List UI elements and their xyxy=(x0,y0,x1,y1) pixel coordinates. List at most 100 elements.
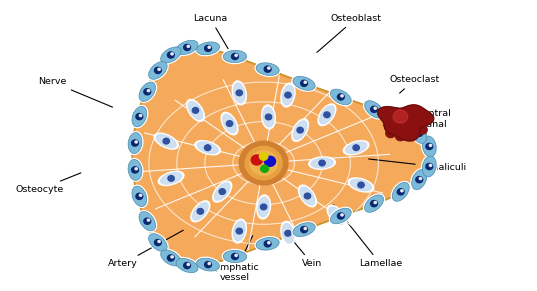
Circle shape xyxy=(158,68,161,70)
Ellipse shape xyxy=(132,186,147,207)
Ellipse shape xyxy=(175,258,199,274)
Text: Osteocyte: Osteocyte xyxy=(16,173,81,194)
Ellipse shape xyxy=(293,77,315,90)
Circle shape xyxy=(358,182,364,188)
Ellipse shape xyxy=(255,62,280,76)
Circle shape xyxy=(147,219,150,221)
Ellipse shape xyxy=(223,114,236,133)
Circle shape xyxy=(135,168,137,170)
Ellipse shape xyxy=(330,207,352,225)
Ellipse shape xyxy=(128,132,142,154)
Circle shape xyxy=(144,218,151,224)
Ellipse shape xyxy=(197,258,220,271)
Circle shape xyxy=(401,190,403,192)
Circle shape xyxy=(135,141,137,143)
Circle shape xyxy=(285,92,291,98)
Circle shape xyxy=(231,54,238,60)
Ellipse shape xyxy=(161,250,181,266)
Circle shape xyxy=(301,80,308,86)
Circle shape xyxy=(265,114,272,120)
Ellipse shape xyxy=(263,107,274,127)
Ellipse shape xyxy=(364,194,384,213)
Circle shape xyxy=(259,153,268,160)
Ellipse shape xyxy=(159,249,182,267)
Ellipse shape xyxy=(320,106,334,124)
Ellipse shape xyxy=(293,223,315,237)
Circle shape xyxy=(144,89,151,95)
Ellipse shape xyxy=(392,112,409,131)
Ellipse shape xyxy=(232,219,246,243)
Circle shape xyxy=(337,213,344,219)
Ellipse shape xyxy=(422,136,436,157)
Circle shape xyxy=(236,90,242,96)
Polygon shape xyxy=(378,105,434,141)
Ellipse shape xyxy=(256,237,279,250)
Circle shape xyxy=(419,131,422,133)
Ellipse shape xyxy=(234,83,245,103)
Circle shape xyxy=(250,151,277,175)
Ellipse shape xyxy=(197,42,220,55)
Circle shape xyxy=(132,140,139,146)
Ellipse shape xyxy=(154,133,178,149)
Ellipse shape xyxy=(132,107,147,127)
Ellipse shape xyxy=(222,249,248,263)
Ellipse shape xyxy=(127,132,143,155)
Ellipse shape xyxy=(221,112,238,135)
Circle shape xyxy=(260,204,267,210)
Ellipse shape xyxy=(175,40,199,55)
Circle shape xyxy=(139,194,142,196)
Circle shape xyxy=(324,112,330,118)
Circle shape xyxy=(155,67,161,74)
Circle shape xyxy=(227,121,233,126)
Ellipse shape xyxy=(186,100,205,121)
Ellipse shape xyxy=(256,63,279,75)
Ellipse shape xyxy=(422,156,436,177)
Circle shape xyxy=(205,45,212,52)
Circle shape xyxy=(393,110,408,123)
Circle shape xyxy=(187,263,190,265)
Circle shape xyxy=(429,164,432,166)
Ellipse shape xyxy=(412,170,427,190)
Circle shape xyxy=(341,214,343,216)
Ellipse shape xyxy=(213,181,232,202)
Ellipse shape xyxy=(282,223,294,243)
Text: Canaliculi: Canaliculi xyxy=(368,159,467,172)
Ellipse shape xyxy=(223,250,246,262)
Circle shape xyxy=(426,143,433,150)
Ellipse shape xyxy=(262,105,275,129)
Circle shape xyxy=(397,189,404,195)
Circle shape xyxy=(341,95,343,97)
Ellipse shape xyxy=(139,212,156,231)
Ellipse shape xyxy=(161,173,182,184)
Circle shape xyxy=(184,262,191,269)
Circle shape xyxy=(267,67,270,69)
Ellipse shape xyxy=(318,104,336,126)
Circle shape xyxy=(264,156,275,166)
Ellipse shape xyxy=(411,169,428,191)
Circle shape xyxy=(416,177,423,183)
Circle shape xyxy=(168,255,175,261)
Ellipse shape xyxy=(330,208,351,224)
Ellipse shape xyxy=(128,159,142,180)
Ellipse shape xyxy=(346,142,367,153)
Circle shape xyxy=(235,54,237,56)
Circle shape xyxy=(304,227,307,230)
Text: Nerve: Nerve xyxy=(38,77,113,107)
Ellipse shape xyxy=(257,195,271,219)
Circle shape xyxy=(333,213,340,219)
Ellipse shape xyxy=(343,141,369,155)
Ellipse shape xyxy=(330,88,352,106)
Ellipse shape xyxy=(392,182,409,201)
Circle shape xyxy=(401,119,403,121)
Circle shape xyxy=(158,240,161,242)
Ellipse shape xyxy=(411,122,428,144)
Circle shape xyxy=(426,164,433,170)
Ellipse shape xyxy=(149,61,167,79)
Ellipse shape xyxy=(255,237,280,251)
Ellipse shape xyxy=(191,201,210,222)
Text: Lacuna: Lacuna xyxy=(193,14,228,49)
Circle shape xyxy=(168,52,175,58)
Ellipse shape xyxy=(351,179,372,191)
Circle shape xyxy=(374,107,376,109)
Ellipse shape xyxy=(188,102,202,119)
